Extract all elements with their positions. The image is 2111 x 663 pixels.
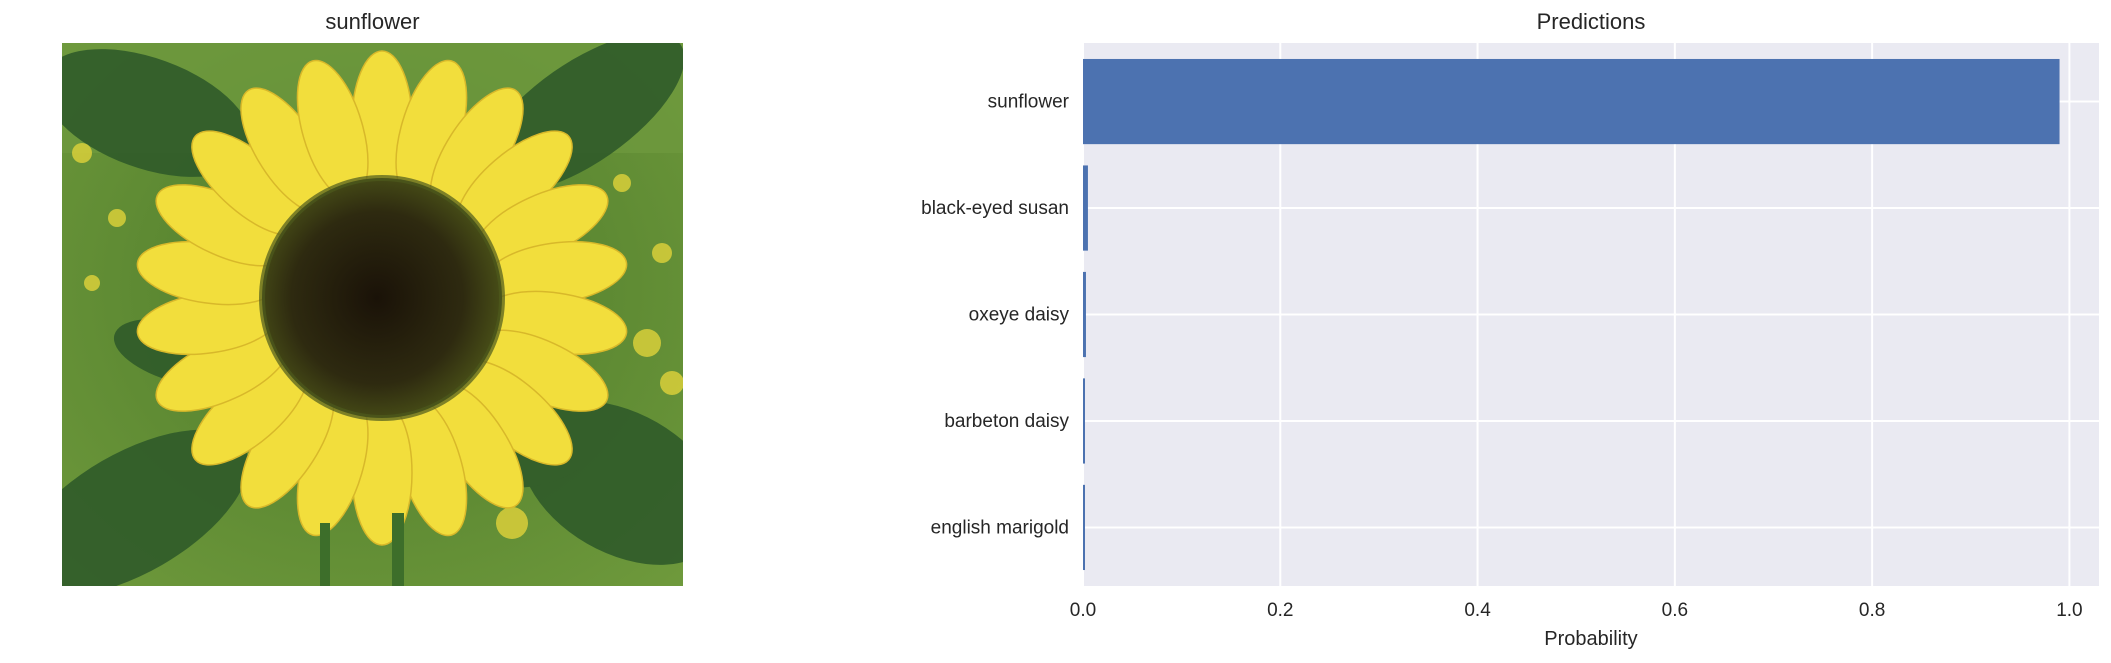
x-tick-label: 0.0 [1070,600,1096,621]
bars [1083,58,2060,571]
x-tick-label: 0.2 [1267,600,1293,621]
bar-sunflower [1083,58,2060,145]
bar-oxeye-daisy [1083,271,1086,358]
category-labels: sunflower black-eyed susan oxeye daisy barb… [921,92,1070,539]
image-title: sunflower [325,9,420,34]
x-tick-label: 0.6 [1662,600,1688,621]
x-tick-label: 1.0 [2056,600,2082,621]
sunflower-photo [62,43,683,586]
bar-english-marigold [1083,484,1085,571]
x-tick-label: 0.8 [1859,600,1885,621]
category-label: barbeton daisy [944,411,1069,432]
category-label: oxeye daisy [969,305,1070,326]
x-axis-label: Probability [1544,628,1637,650]
category-label: black-eyed susan [921,198,1069,219]
bar-black-eyed-susan [1083,165,1088,251]
bar-barbeton-daisy [1083,378,1085,464]
chart-title: Predictions [1536,9,1646,34]
category-label: english marigold [931,517,1069,538]
x-tick-labels: 0.0 0.2 0.4 0.6 0.8 1.0 [1070,600,2083,621]
category-label: sunflower [988,92,1070,113]
x-tick-label: 0.4 [1464,600,1491,621]
